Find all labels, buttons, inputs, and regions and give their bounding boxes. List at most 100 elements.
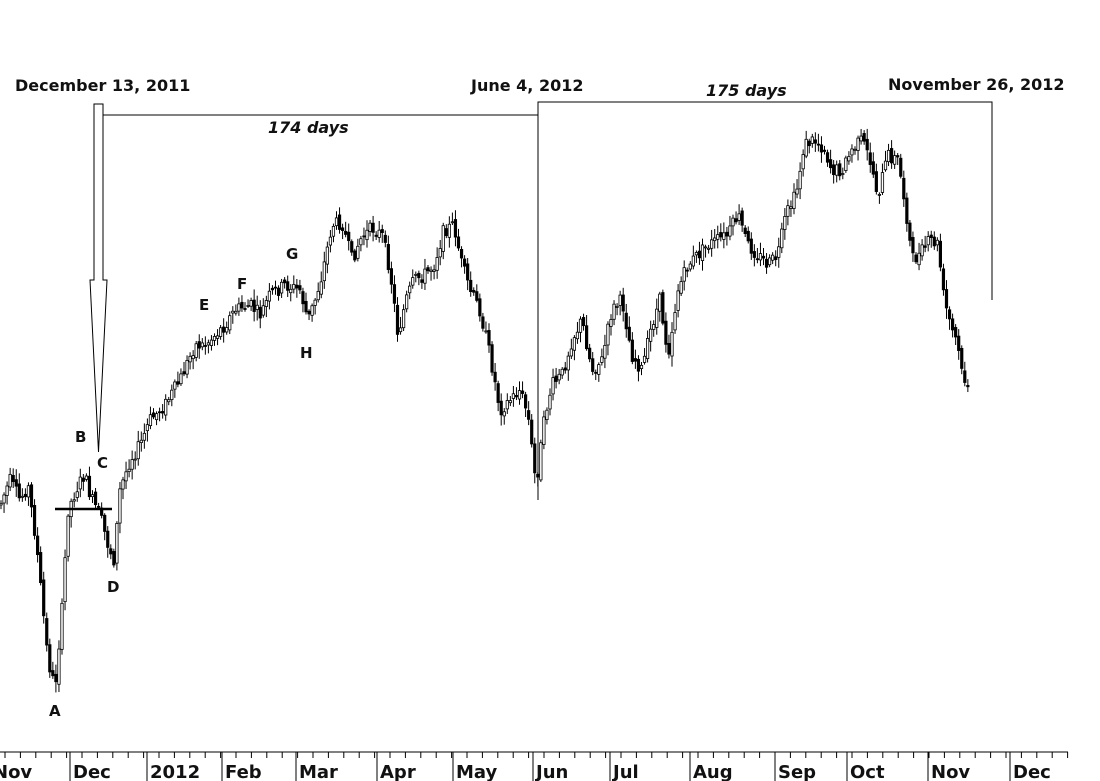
candle-body-up xyxy=(359,238,363,246)
candle-body-up xyxy=(328,236,333,246)
candle-body-down xyxy=(865,138,869,151)
candle-body-up xyxy=(237,303,241,312)
x-axis-month-label: Jul xyxy=(611,762,639,781)
point-label-g: G xyxy=(286,245,298,263)
candle-body-up xyxy=(615,306,619,308)
candle-body-up xyxy=(548,394,552,410)
candle-body-up xyxy=(8,473,12,488)
candle-body-up xyxy=(408,285,412,294)
candle-body-down xyxy=(304,300,308,313)
candle-body-up xyxy=(124,471,128,482)
point-label-a: A xyxy=(49,702,61,720)
candle-body-up xyxy=(646,338,650,360)
candle-body-down xyxy=(392,284,397,304)
candle-body-up xyxy=(264,300,268,307)
candle-body-down xyxy=(813,139,817,144)
candle-body-down xyxy=(585,325,589,350)
candle-body-down xyxy=(890,148,894,164)
candle-body-up xyxy=(505,400,509,410)
candle-body-down xyxy=(667,343,671,355)
candle-body-down xyxy=(295,284,299,289)
candle-body-down xyxy=(630,339,634,362)
candle-body-up xyxy=(713,237,717,242)
candle-body-up xyxy=(231,310,235,314)
point-label-c: C xyxy=(97,454,108,472)
candle-body-up xyxy=(502,411,506,417)
candle-body-up xyxy=(893,155,897,165)
candle-body-down xyxy=(624,312,628,330)
candle-body-up xyxy=(694,252,699,256)
candle-body-down xyxy=(444,228,448,237)
candle-body-up xyxy=(780,228,784,249)
candle-body-up xyxy=(20,495,24,498)
candle-body-up xyxy=(801,154,805,170)
x-axis-month-label: Apr xyxy=(380,762,416,781)
candle-body-down xyxy=(740,210,744,226)
candle-body-up xyxy=(438,248,442,258)
candle-body-down xyxy=(944,289,949,309)
candle-body-up xyxy=(557,373,561,381)
candle-body-up xyxy=(789,206,793,209)
candle-body-up xyxy=(542,416,546,445)
candle-body-down xyxy=(42,579,46,617)
candle-body-down xyxy=(112,551,116,566)
candle-body-down xyxy=(825,152,830,163)
candle-body-up xyxy=(139,439,143,443)
candle-body-down xyxy=(524,394,528,409)
x-axis-month-label: May xyxy=(456,762,498,781)
candle-body-down xyxy=(621,294,625,312)
candle-body-up xyxy=(883,160,888,171)
candle-body-up xyxy=(66,515,70,557)
candle-body-up xyxy=(194,343,198,358)
candle-body-up xyxy=(447,223,451,238)
candle-body-up xyxy=(365,229,369,241)
x-axis-month-label: Dec xyxy=(1013,762,1051,781)
candle-body-up xyxy=(249,300,253,307)
candle-body-down xyxy=(938,240,943,268)
candle-body-down xyxy=(838,163,842,177)
x-axis-month-label: 2012 xyxy=(150,762,200,781)
candle-body-down xyxy=(459,248,464,259)
candle-body-up xyxy=(569,348,573,357)
span-label-175-days: 175 days xyxy=(706,81,787,100)
candle-body-down xyxy=(283,279,287,284)
candle-body-up xyxy=(886,149,891,163)
candle-body-up xyxy=(508,400,512,404)
candle-body-up xyxy=(136,441,140,460)
candle-body-down xyxy=(746,230,750,242)
candle-body-down xyxy=(93,491,98,506)
candle-body-down xyxy=(243,308,247,310)
candle-body-up xyxy=(130,459,134,470)
candle-body-up xyxy=(847,156,851,162)
candle-body-up xyxy=(145,424,149,432)
candle-body-down xyxy=(932,236,936,247)
candle-body-up xyxy=(334,217,339,227)
candle-body-down xyxy=(755,258,760,261)
candle-body-up xyxy=(758,253,763,261)
candle-body-down xyxy=(222,326,226,333)
candle-body-up xyxy=(731,217,735,227)
candle-body-up xyxy=(679,281,683,294)
candle-body-up xyxy=(405,294,409,310)
candle-body-up xyxy=(676,290,680,311)
candle-body-down xyxy=(591,358,595,372)
candle-body-down xyxy=(383,234,387,243)
candle-body-up xyxy=(603,344,607,359)
candle-body-down xyxy=(453,219,458,238)
candle-body-up xyxy=(841,173,845,175)
candle-body-down xyxy=(203,345,207,347)
candle-body-down xyxy=(951,318,955,331)
candle-body-down xyxy=(456,236,461,249)
candle-body-down xyxy=(386,244,390,270)
candle-body-up xyxy=(164,398,168,416)
candle-body-down xyxy=(911,237,915,254)
candle-body-up xyxy=(777,246,781,258)
x-axis-month-label: Oct xyxy=(850,762,885,781)
candle-body-down xyxy=(389,268,394,285)
candle-body-up xyxy=(331,225,336,237)
candle-body-down xyxy=(685,269,689,272)
candle-body-down xyxy=(103,514,107,532)
candle-body-up xyxy=(188,355,192,363)
candle-body-up xyxy=(652,324,656,330)
candle-body-down xyxy=(664,320,668,345)
